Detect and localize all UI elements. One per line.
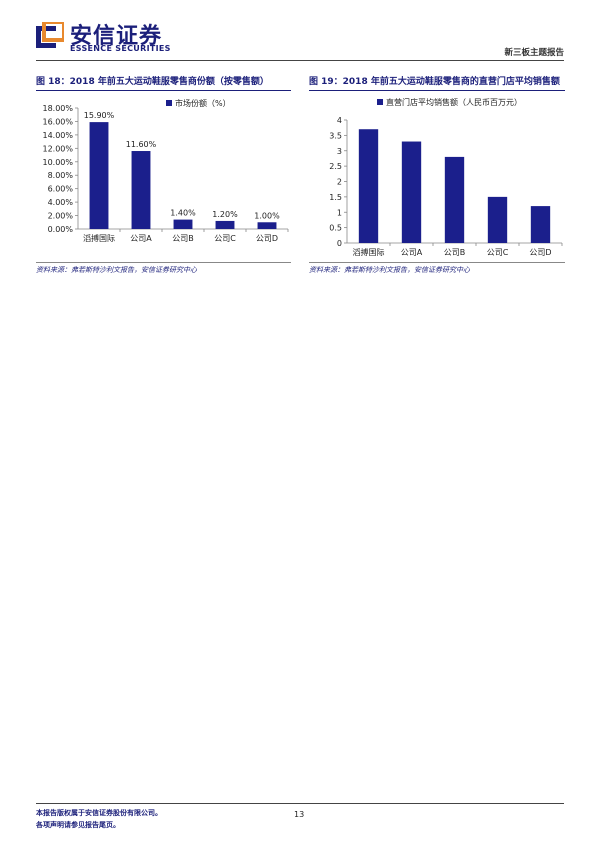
y-tick-label: 2 — [337, 178, 342, 187]
bar — [487, 196, 508, 243]
legend-swatch — [377, 99, 383, 105]
data-label: 1.20% — [212, 210, 238, 219]
store-sales-chart: 0 0.5 1 1.5 2 2.5 3 3.5 4 滔搏国际 公司A 公司B 公司C 公司D 直营门店平均销… — [329, 97, 563, 257]
figure-18-title-rule — [36, 90, 291, 91]
bar — [530, 206, 551, 243]
y-tick-label: 16.00% — [42, 117, 73, 126]
category-label: 公司D — [256, 234, 278, 243]
data-label: 1.40% — [170, 209, 196, 218]
y-tick-label: 18.00% — [42, 104, 73, 113]
figure-18-title: 图 18：2018 年前五大运动鞋服零售商份额（按零售额） — [36, 77, 269, 87]
y-tick-label: 4.00% — [48, 198, 74, 207]
y-tick-label: 0.5 — [329, 224, 342, 233]
bar — [131, 151, 151, 229]
bar — [89, 122, 109, 229]
figure-19-title-rule — [309, 90, 565, 91]
bar — [173, 219, 193, 229]
bar — [444, 156, 465, 243]
category-label: 公司A — [401, 248, 423, 257]
y-tick-label: 14.00% — [42, 131, 73, 140]
company-name-en: ESSENCE SECURITIES — [70, 44, 171, 53]
legend-swatch — [166, 100, 172, 106]
company-logo-icon — [36, 22, 64, 48]
category-label: 滔搏国际 — [353, 247, 385, 257]
y-tick-label: 1.5 — [329, 193, 342, 202]
y-tick-label: 2.00% — [48, 212, 74, 221]
copyright-notice: 本报告版权属于安信证券股份有限公司。 — [36, 809, 162, 817]
y-tick-label: 12.00% — [42, 144, 73, 153]
page-number: 13 — [294, 810, 305, 819]
y-tick-label: 4 — [337, 116, 342, 125]
data-label: 11.60% — [126, 140, 157, 149]
category-label: 公司B — [444, 248, 466, 257]
legend-label: 直营门店平均销售额（人民币百万元） — [386, 97, 522, 107]
company-name: 安信证券 — [70, 24, 163, 49]
y-tick-label: 2.5 — [329, 162, 342, 171]
y-tick-label: 8.00% — [48, 171, 74, 180]
category-label: 公司D — [529, 248, 551, 257]
bar — [257, 222, 277, 229]
category-label: 滔搏国际 — [83, 233, 115, 243]
footer-divider — [36, 803, 564, 804]
legend-label: 市场份额（%） — [175, 98, 231, 108]
bar — [215, 220, 235, 229]
y-tick-label: 6.00% — [48, 185, 74, 194]
report-type: 新三板主题报告 — [504, 48, 564, 58]
y-tick-label: 0.00% — [48, 225, 74, 234]
figure-19-source: 资料来源：弗若斯特沙利文报告，安信证券研究中心 — [309, 266, 470, 274]
disclaimer-notice: 各项声明请参见报告尾页。 — [36, 821, 120, 829]
data-label: 15.90% — [84, 111, 115, 120]
bar — [358, 129, 379, 243]
category-label: 公司B — [172, 234, 194, 243]
header-divider — [36, 60, 564, 61]
figure-19-bottom-rule — [309, 262, 565, 263]
y-tick-label: 0 — [337, 239, 342, 248]
figure-19-title: 图 19：2018 年前五大运动鞋服零售商的直营门店平均销售额 — [309, 77, 560, 87]
y-tick-label: 3.5 — [329, 131, 342, 140]
y-tick-label: 1 — [337, 208, 342, 217]
y-tick-label: 10.00% — [42, 158, 73, 167]
category-label: 公司C — [214, 234, 236, 243]
category-label: 公司A — [130, 234, 152, 243]
figure-18-bottom-rule — [36, 262, 291, 263]
category-label: 公司C — [487, 248, 509, 257]
figure-18-source: 资料来源：弗若斯特沙利文报告，安信证券研究中心 — [36, 266, 197, 274]
data-label: 1.00% — [254, 211, 280, 220]
y-tick-label: 3 — [337, 147, 342, 156]
bar — [401, 141, 422, 243]
market-share-chart: 0.00% 2.00% 4.00% 6.00% 8.00% 10.00% 12.00% 14.… — [42, 98, 289, 243]
